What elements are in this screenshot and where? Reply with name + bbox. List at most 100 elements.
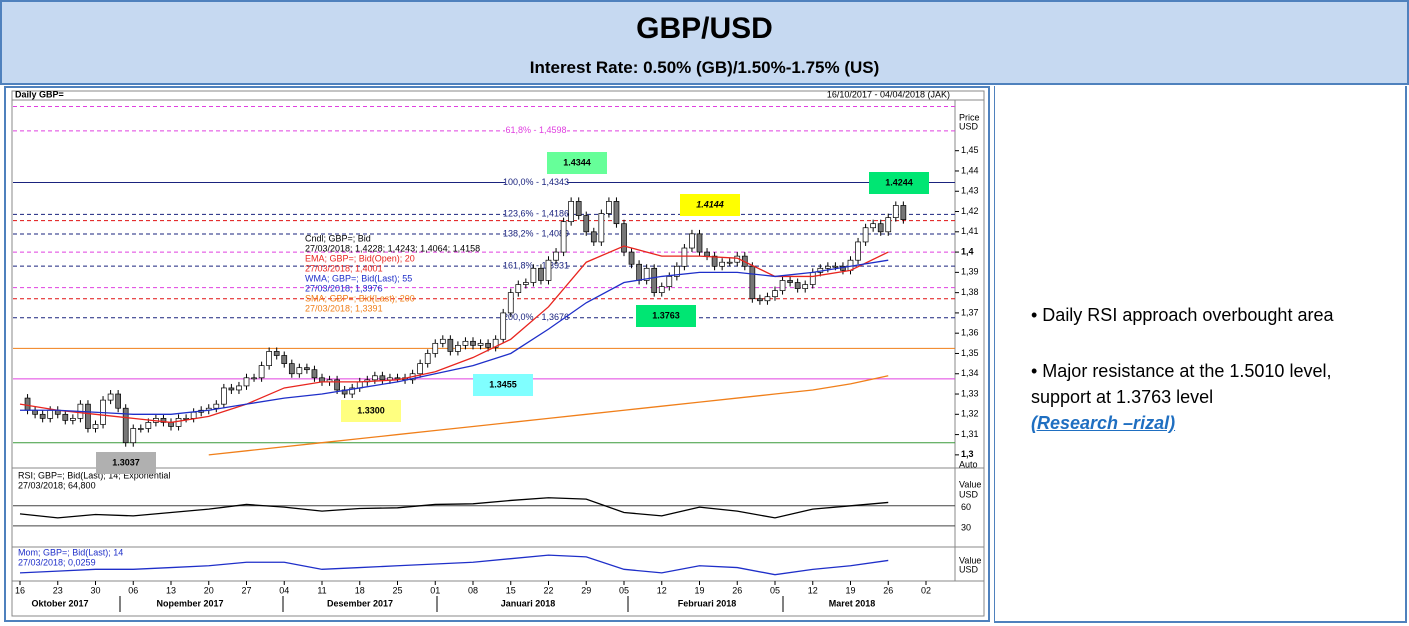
axis-label: Value — [959, 555, 981, 565]
x-tick-label: 06 — [128, 585, 138, 595]
candle — [787, 280, 793, 283]
info-line: 27/03/2018; 1,3976 — [305, 283, 383, 293]
annotation: 1.3455 — [489, 379, 517, 389]
level-label: 61,8% - 1,4598 — [505, 125, 566, 135]
chart: Daily GBP= 16/10/2017 - 04/04/2018 (JAK)… — [4, 86, 990, 622]
candle — [258, 365, 265, 379]
candle — [107, 393, 114, 401]
candle — [862, 227, 869, 243]
candle — [432, 342, 439, 354]
annotation: 1.3037 — [112, 457, 140, 467]
auto: Auto — [959, 459, 978, 469]
candle — [455, 345, 461, 352]
candle — [621, 223, 627, 253]
candle — [424, 353, 431, 364]
x-tick-label: 19 — [845, 585, 855, 595]
x-tick-label: 20 — [204, 585, 214, 595]
level-label: 161,8% - 1,3931 — [503, 260, 569, 270]
credit-link[interactable]: (Research –rizal) — [1031, 413, 1176, 433]
axis-label: USD — [959, 121, 979, 131]
y-tick-label: 1,42 — [961, 206, 979, 216]
annotation: 1.4344 — [563, 157, 591, 167]
axis-label: Price — [959, 112, 980, 122]
candle — [85, 403, 91, 429]
y-tick-label: 1,38 — [961, 287, 979, 297]
x-tick-label: 05 — [770, 585, 780, 595]
candle — [243, 377, 250, 387]
candle — [575, 201, 582, 216]
candle — [711, 255, 718, 267]
candle — [636, 263, 642, 281]
y-tick-label: 1,34 — [961, 368, 979, 378]
candle — [538, 267, 544, 281]
inner-frame — [11, 90, 985, 617]
ma-line — [19, 245, 889, 424]
rsi-line — [19, 497, 889, 519]
candle — [213, 403, 220, 409]
x-tick-label: 05 — [619, 585, 629, 595]
candle — [137, 428, 144, 430]
chart-title: Daily GBP= — [15, 89, 64, 99]
ma-line — [208, 375, 889, 456]
x-tick-label: 13 — [166, 585, 176, 595]
info-line: 27/03/2018; 1,4228; 1,4243; 1,4064; 1,41… — [305, 243, 480, 253]
candle — [24, 397, 31, 411]
candle — [349, 387, 356, 395]
candle — [809, 272, 816, 285]
subtitle: Interest Rate: 0.50% (GB)/1.50%-1.75% (U… — [529, 58, 880, 77]
level-label: 138,2% - 1,4089 — [503, 228, 569, 238]
x-tick-label: 27 — [241, 585, 251, 595]
candle — [606, 201, 612, 214]
candle — [590, 231, 597, 243]
level-label: 100,0% - 1,4343 — [503, 177, 569, 187]
annotation-box — [473, 374, 533, 396]
x-tick-label: 04 — [279, 585, 289, 595]
candle — [462, 340, 469, 346]
range-label: 16/10/2017 - 04/04/2018 (JAK) — [827, 89, 950, 99]
y-tick-label: 1,41 — [961, 226, 979, 236]
x-tick-label: 12 — [657, 585, 667, 595]
y-tick-label: 1,3 — [961, 449, 974, 459]
candle — [885, 217, 892, 233]
candle — [500, 312, 507, 340]
candle — [115, 393, 122, 409]
x-tick-label: 15 — [506, 585, 516, 595]
candle — [266, 351, 272, 366]
y-tick-label: 1,32 — [961, 409, 979, 419]
candle — [832, 265, 839, 268]
annotation: 1.3763 — [652, 310, 680, 320]
x-tick-label: 25 — [392, 585, 402, 595]
month-label: Oktober 2017 — [31, 598, 88, 608]
frame — [4, 86, 990, 622]
info-line: 27/03/2018; 1,3391 — [305, 303, 383, 313]
x-tick-label: 26 — [883, 585, 893, 595]
candle — [492, 338, 499, 348]
candle — [417, 363, 423, 375]
bullet: • Daily RSI approach overbought area — [1031, 305, 1334, 325]
candle — [288, 363, 295, 375]
month-label: Januari 2018 — [501, 598, 556, 608]
x-tick-label: 22 — [543, 585, 553, 595]
x-tick-label: 30 — [90, 585, 100, 595]
candle — [877, 223, 884, 233]
candle — [530, 267, 537, 283]
month-label: Februari 2018 — [678, 598, 737, 608]
candle — [757, 298, 763, 302]
x-tick-label: 18 — [355, 585, 365, 595]
y-tick-label: 1,39 — [961, 267, 979, 277]
rsi-tick-label: 30 — [961, 522, 971, 532]
candle — [175, 418, 182, 427]
annotation: 1.4244 — [885, 177, 913, 187]
title: GBP/USD — [636, 12, 773, 45]
y-tick-label: 1,36 — [961, 328, 979, 338]
candle — [681, 247, 688, 267]
sidebar: • Daily RSI approach overbought area • M… — [994, 86, 1407, 623]
x-tick-label: 11 — [317, 585, 326, 595]
candle — [372, 375, 378, 381]
month-label: Maret 2018 — [829, 598, 876, 608]
candle — [394, 377, 401, 380]
candle — [447, 338, 454, 352]
candle — [870, 223, 877, 229]
candle — [764, 296, 771, 302]
